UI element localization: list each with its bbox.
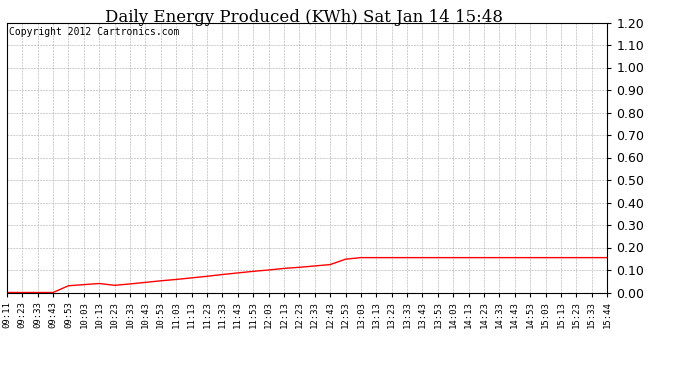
Text: Daily Energy Produced (KWh) Sat Jan 14 15:48: Daily Energy Produced (KWh) Sat Jan 14 1… bbox=[105, 9, 502, 26]
Text: Copyright 2012 Cartronics.com: Copyright 2012 Cartronics.com bbox=[9, 27, 179, 36]
